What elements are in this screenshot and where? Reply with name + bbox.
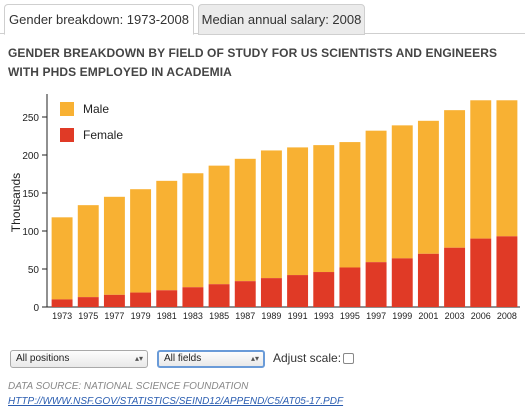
y-tick-label: 150 — [22, 189, 39, 200]
bar-male-1989 — [260, 150, 282, 279]
bar-female-2008 — [496, 236, 518, 307]
legend-label-male: Male — [83, 102, 109, 116]
bar-female-2001 — [417, 253, 439, 307]
bar-male-2006 — [470, 100, 492, 239]
x-tick-label: 1975 — [78, 311, 98, 321]
bar-male-1973 — [51, 217, 73, 300]
bar-female-1991 — [287, 275, 309, 307]
bar-male-1985 — [208, 165, 230, 285]
bar-male-1991 — [287, 147, 309, 276]
bar-male-2001 — [417, 120, 439, 254]
bar-male-1975 — [77, 205, 99, 298]
x-tick-label: 1999 — [392, 311, 412, 321]
x-tick-label: 2001 — [418, 311, 438, 321]
x-tick-label: 1977 — [104, 311, 124, 321]
bar-male-1999 — [391, 125, 413, 259]
bar-female-1981 — [156, 290, 178, 307]
bar-female-1973 — [51, 299, 73, 307]
bar-female-1993 — [313, 272, 335, 307]
positions-select[interactable]: All positions ▴▾ — [10, 350, 148, 368]
x-tick-label: 1985 — [209, 311, 229, 321]
bar-female-1985 — [208, 284, 230, 307]
tab-gender-breakdown[interactable]: Gender breakdown: 1973-2008 — [4, 4, 194, 35]
chart-title: GENDER BREAKDOWN BY FIELD OF STUDY FOR U… — [8, 46, 498, 79]
data-source-link[interactable]: HTTP://WWW.NSF.GOV/STATISTICS/SEIND12/AP… — [8, 396, 344, 407]
legend-swatch-female — [60, 128, 74, 142]
positions-select-value: All positions — [16, 353, 70, 364]
x-tick-label: 1973 — [52, 311, 72, 321]
x-tick-label: 1981 — [157, 311, 177, 321]
bar-male-2003 — [444, 110, 466, 248]
x-tick-label: 2006 — [471, 311, 491, 321]
bar-female-2006 — [470, 238, 492, 307]
y-tick-label: 250 — [22, 113, 39, 124]
bar-female-1987 — [234, 281, 256, 307]
bar-female-1989 — [260, 278, 282, 307]
y-tick-label: 100 — [22, 227, 39, 238]
x-tick-label: 1983 — [183, 311, 203, 321]
chevron-updown-icon: ▴▾ — [134, 354, 143, 363]
bar-female-1997 — [365, 262, 387, 307]
bar-male-1983 — [182, 173, 204, 288]
tab-bar: Gender breakdown: 1973-2008 Median annua… — [0, 0, 525, 35]
bar-female-1977 — [103, 294, 125, 307]
x-tick-label: 1989 — [261, 311, 281, 321]
bar-male-1995 — [339, 142, 361, 268]
legend-label-female: Female — [83, 128, 123, 142]
chevron-updown-icon: ▴▾ — [250, 354, 259, 363]
bar-male-1997 — [365, 130, 387, 263]
bar-female-1995 — [339, 267, 361, 307]
data-source-text: Data source: National Science Foundation — [8, 381, 249, 392]
bar-female-1983 — [182, 287, 204, 307]
adjust-scale-checkbox[interactable] — [343, 353, 354, 364]
x-tick-label: 2008 — [497, 311, 517, 321]
bar-female-1979 — [130, 292, 152, 307]
bar-male-2008 — [496, 100, 518, 237]
y-tick-label: 200 — [22, 151, 39, 162]
bar-female-1999 — [391, 258, 413, 307]
fields-select[interactable]: All fields ▴▾ — [157, 350, 265, 368]
x-tick-label: 1979 — [131, 311, 151, 321]
bar-male-1981 — [156, 180, 178, 291]
y-tick-label: 50 — [28, 265, 40, 276]
adjust-scale-label: Adjust scale: — [273, 351, 342, 365]
y-axis-label: Thousands — [9, 173, 23, 232]
fields-select-value: All fields — [164, 353, 202, 364]
x-tick-label: 1995 — [340, 311, 360, 321]
x-tick-label: 2003 — [445, 311, 465, 321]
x-tick-label: 1991 — [288, 311, 308, 321]
bar-female-2003 — [444, 247, 466, 307]
x-tick-label: 1993 — [314, 311, 334, 321]
bar-male-1977 — [103, 196, 125, 295]
bar-male-1987 — [234, 158, 256, 282]
x-tick-label: 1997 — [366, 311, 386, 321]
x-tick-label: 1987 — [235, 311, 255, 321]
bar-male-1993 — [313, 145, 335, 273]
tab-median-salary[interactable]: Median annual salary: 2008 — [198, 4, 365, 35]
y-tick-label: 0 — [33, 303, 39, 314]
bar-female-1975 — [77, 297, 99, 307]
bar-male-1979 — [130, 189, 152, 293]
legend-swatch-male — [60, 102, 74, 116]
stacked-bar-chart: 0 50 100 150 200 250 Thousands 1973 1975 1977 1979… — [9, 94, 520, 321]
